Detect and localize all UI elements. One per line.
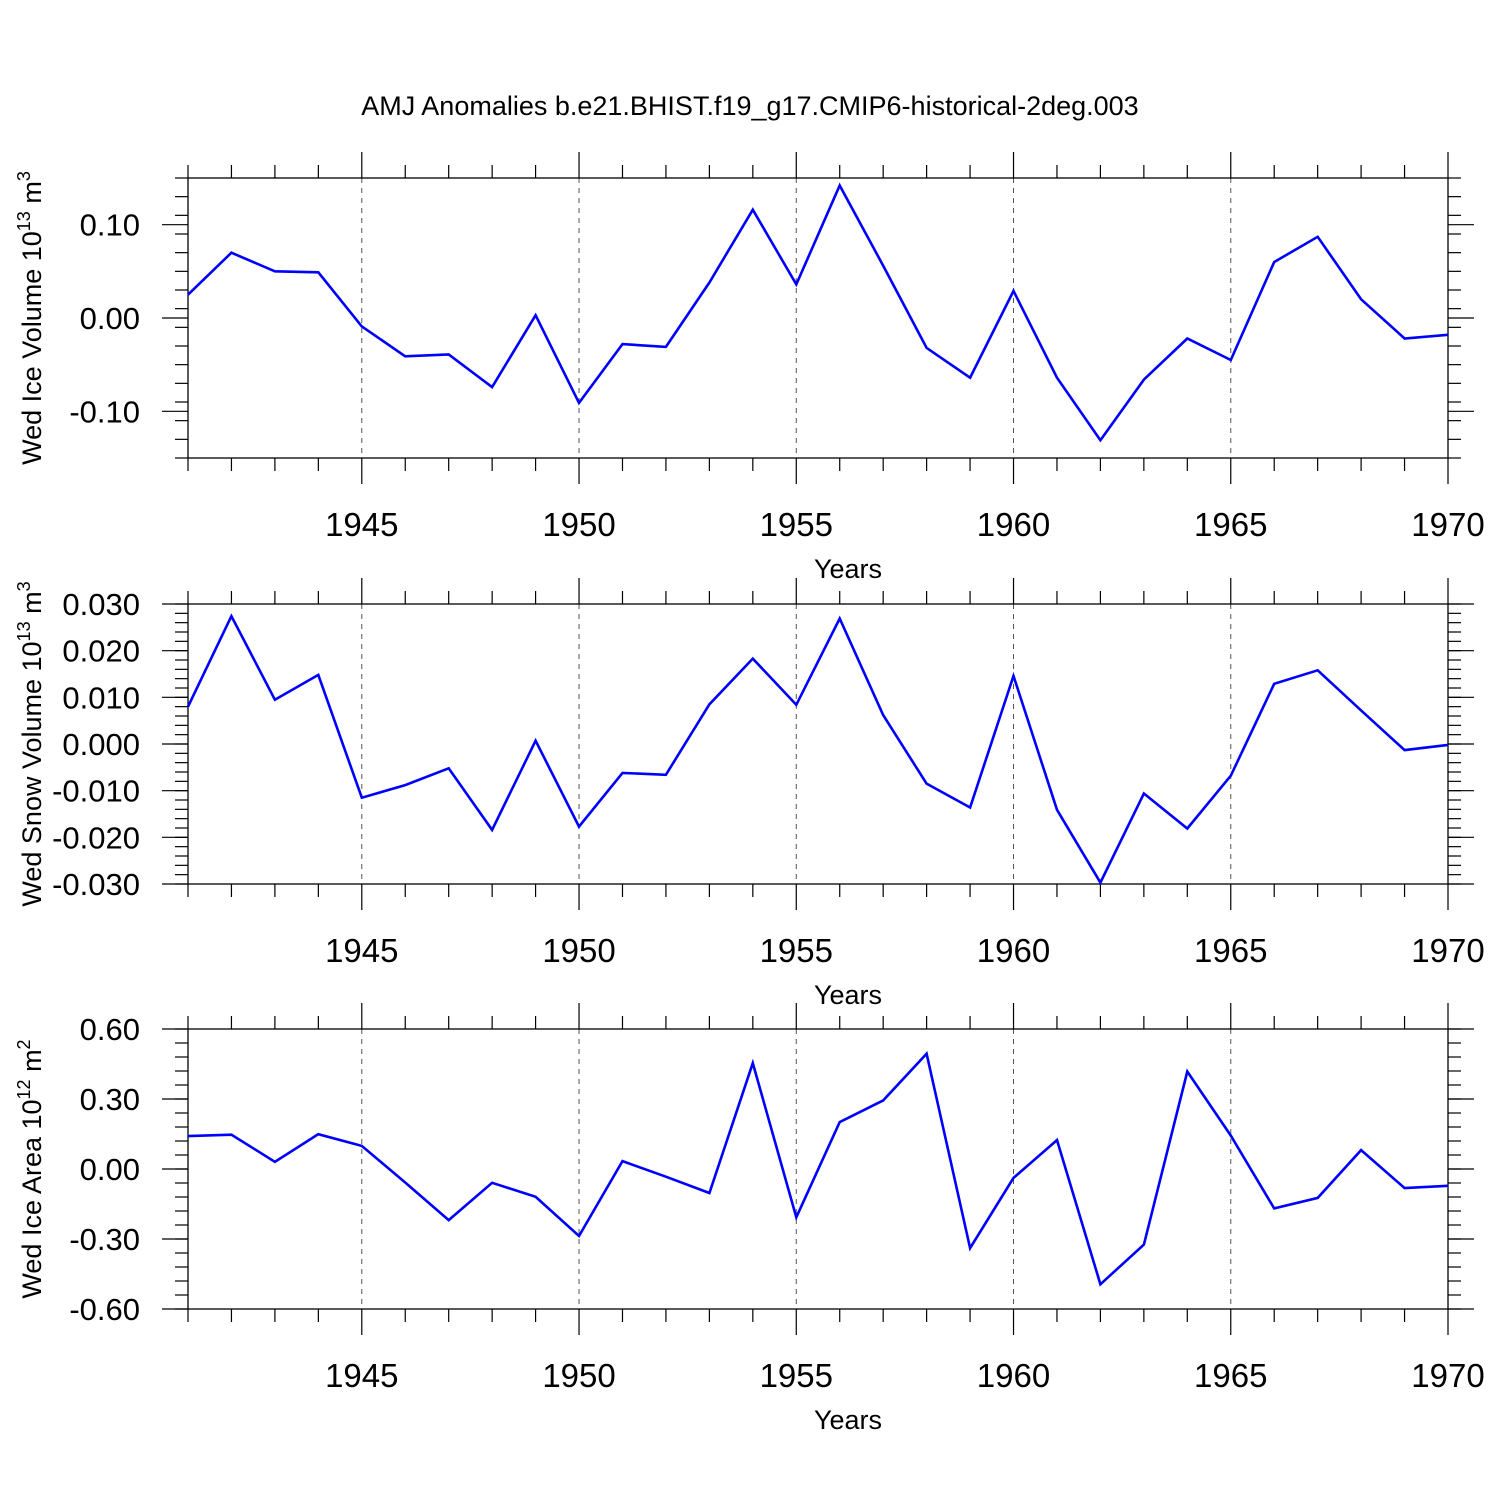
x-tick-label: 1950 xyxy=(542,1357,615,1394)
y-axis-label-superscript: 3 xyxy=(14,171,34,181)
y-axis-label-part: Wed Snow Volume 10 xyxy=(17,641,47,906)
series-line xyxy=(188,1054,1448,1285)
y-tick-label: 0.010 xyxy=(62,680,140,715)
plot-frame xyxy=(188,178,1448,458)
y-tick-label: -0.020 xyxy=(52,820,140,855)
x-tick-label: 1970 xyxy=(1411,932,1484,969)
y-tick-label: 0.10 xyxy=(80,208,140,243)
series-line xyxy=(188,186,1448,441)
x-axis-label: Years xyxy=(814,1405,882,1435)
x-axis-label: Years xyxy=(814,554,882,584)
x-tick-label: 1945 xyxy=(325,932,398,969)
y-tick-label: -0.60 xyxy=(69,1292,140,1327)
x-tick-label: 1950 xyxy=(542,506,615,543)
y-axis-label-part: Wed Ice Area 10 xyxy=(17,1099,47,1298)
y-axis-label-superscript: 12 xyxy=(14,1079,34,1099)
x-tick-label: 1960 xyxy=(977,1357,1050,1394)
y-tick-label: 0.000 xyxy=(62,727,140,762)
y-tick-label: 0.60 xyxy=(80,1012,140,1047)
x-tick-label: 1945 xyxy=(325,1357,398,1394)
y-tick-label: 0.00 xyxy=(80,1152,140,1187)
series-line xyxy=(188,616,1448,883)
y-axis-label-part: m xyxy=(17,591,47,621)
y-axis-label-superscript: 13 xyxy=(14,621,34,641)
x-tick-label: 1945 xyxy=(325,506,398,543)
plot-frame xyxy=(188,604,1448,884)
y-tick-label: 0.020 xyxy=(62,634,140,669)
y-tick-label: 0.30 xyxy=(80,1082,140,1117)
x-tick-label: 1965 xyxy=(1194,932,1267,969)
x-tick-label: 1960 xyxy=(977,506,1050,543)
y-axis-label-part: m xyxy=(17,181,47,211)
y-axis-label-superscript: 13 xyxy=(14,211,34,231)
y-axis-label-superscript: 2 xyxy=(14,1039,34,1049)
x-tick-label: 1955 xyxy=(760,1357,833,1394)
y-axis-label: Wed Snow Volume 1013 m3 xyxy=(14,581,47,906)
y-tick-label: -0.10 xyxy=(69,394,140,429)
x-tick-label: 1965 xyxy=(1194,506,1267,543)
chart-title: AMJ Anomalies b.e21.BHIST.f19_g17.CMIP6-… xyxy=(361,91,1138,121)
x-tick-label: 1950 xyxy=(542,932,615,969)
y-axis-label-part: Wed Ice Volume 10 xyxy=(17,231,47,465)
y-axis-label-part: m xyxy=(17,1049,47,1079)
x-tick-label: 1965 xyxy=(1194,1357,1267,1394)
y-axis-label: Wed Ice Area 1012 m2 xyxy=(14,1039,47,1298)
x-tick-label: 1955 xyxy=(760,932,833,969)
y-tick-label: 0.00 xyxy=(80,301,140,336)
x-tick-label: 1955 xyxy=(760,506,833,543)
y-tick-label: -0.030 xyxy=(52,867,140,902)
y-axis-label: Wed Ice Volume 1013 m3 xyxy=(14,171,47,465)
panel-2: 0.030 0.020 0.010 0.000 -0.010 -0.020 -0.030 19… xyxy=(14,578,1485,1010)
y-tick-label: -0.30 xyxy=(69,1222,140,1257)
panel-3: 0.60 0.30 0.00 -0.30 -0.60 1945 1950 1955 1960 19… xyxy=(14,1003,1485,1435)
x-axis-label: Years xyxy=(814,980,882,1010)
x-tick-label: 1970 xyxy=(1411,506,1484,543)
y-axis-label-superscript: 3 xyxy=(14,581,34,591)
x-tick-label: 1970 xyxy=(1411,1357,1484,1394)
x-tick-label: 1960 xyxy=(977,932,1050,969)
panel-1: 0.10 0.00 -0.10 1945 1950 1955 1960 1965 1970 Yea… xyxy=(14,152,1485,584)
y-tick-label: 0.030 xyxy=(62,587,140,622)
y-tick-label: -0.010 xyxy=(52,774,140,809)
